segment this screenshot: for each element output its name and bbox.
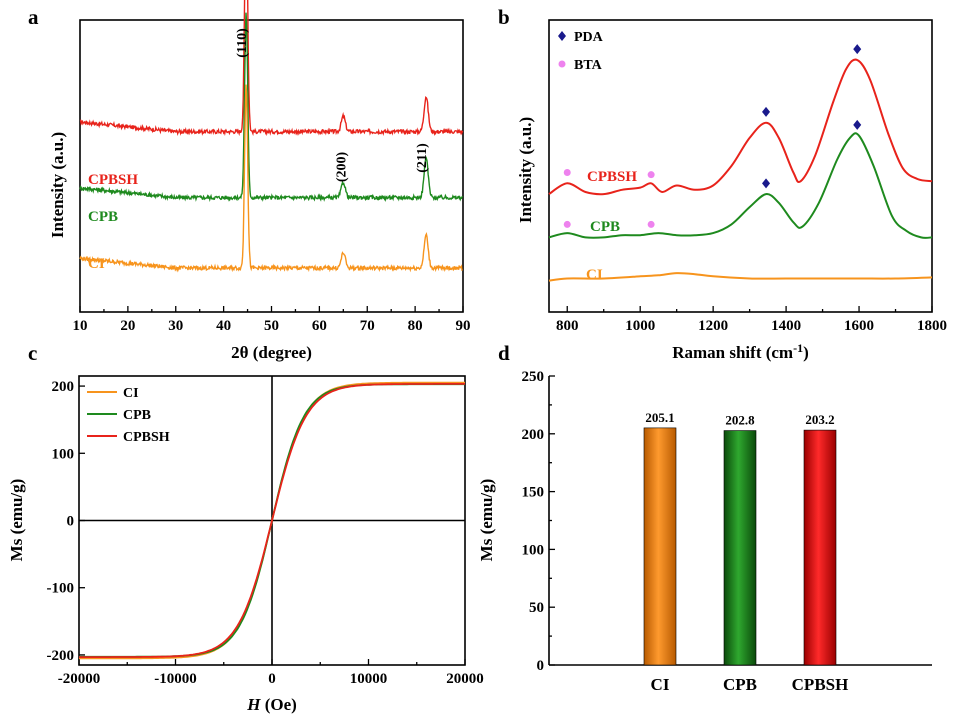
panel-c-xtick-label: -10000 — [154, 671, 197, 687]
panel-a-series-label: CI — [88, 256, 105, 272]
panel-b-xtick-label: 800 — [556, 318, 579, 334]
panel-b-line-cpbsh — [548, 58, 933, 196]
panel-b-legend-pda-icon — [558, 31, 566, 41]
panel-d: d 0 50 100 150 200 250 Ms (emu/g) 205.1 CI 202.8 CP… — [477, 341, 932, 694]
panel-c-ytick-label: 100 — [52, 446, 75, 462]
panel-c-ytick-label: 200 — [52, 379, 75, 395]
panel-d-bar-cpbsh — [803, 429, 837, 666]
panel-c-label: c — [28, 341, 37, 365]
panel-d-bar-cpb — [723, 430, 757, 666]
panel-b-bta-marker — [563, 220, 571, 228]
panel-c-legend-label: CI — [123, 386, 139, 401]
panel-b-xtick-label: 1200 — [698, 318, 728, 334]
panel-a-xtick-label: 40 — [216, 318, 231, 334]
panel-a-peak-label: (110) — [235, 28, 250, 58]
panel-d-ytick-label: 150 — [522, 485, 545, 501]
panel-a-series-label: CPBSH — [88, 172, 138, 188]
panel-c: c -20000 -10000 0 10000 20000 -200 -100 0 100 200 H… — [7, 341, 484, 714]
panel-a-peak-label: (211) — [415, 143, 430, 173]
panel-b-pda-marker — [762, 106, 771, 117]
panel-a-peak-label: (200) — [334, 152, 349, 183]
panel-b-label: b — [498, 5, 510, 29]
panel-d-category-label: CI — [651, 675, 670, 694]
panel-b-line-cpb — [548, 132, 933, 239]
panel-b-pda-marker — [853, 44, 862, 55]
panel-b-legend-bta: BTA — [574, 58, 603, 73]
panel-b-xtick-label: 1000 — [625, 318, 655, 334]
panel-c-ytick-label: -200 — [47, 648, 75, 664]
panel-a: a 10 20 30 40 50 60 70 80 90 2θ (degree) Intensity … — [28, 0, 471, 362]
panel-d-ytick-label: 0 — [537, 658, 545, 674]
panel-b-xtick-label: 1400 — [771, 318, 801, 334]
panel-a-xtick-label: 10 — [73, 318, 88, 334]
panel-a-xtick-label: 70 — [360, 318, 375, 334]
panel-a-line-cpb — [79, 12, 464, 203]
panel-c-legend-label: CPB — [123, 408, 151, 423]
panel-b-legend-pda: PDA — [574, 30, 604, 45]
panel-c-xtick-label: 20000 — [446, 671, 484, 687]
panel-b-pda-marker — [762, 178, 771, 189]
panel-a-xtick-label: 60 — [312, 318, 327, 334]
panel-c-ytick-label: 0 — [67, 514, 75, 530]
panel-d-bar-ci — [643, 427, 677, 666]
panel-c-ytick-label: -100 — [47, 581, 75, 597]
panel-d-ytick-label: 50 — [529, 600, 544, 616]
panel-a-xtick-label: 30 — [168, 318, 183, 334]
panel-b-frame — [548, 19, 933, 313]
panel-b-legend-bta-icon — [558, 60, 566, 68]
panel-c-xlabel: H (Oe) — [246, 695, 297, 714]
panel-a-label: a — [28, 5, 39, 29]
panel-d-ylabel: Ms (emu/g) — [477, 479, 496, 562]
panel-d-value-label: 203.2 — [805, 412, 834, 427]
panel-d-category-label: CPBSH — [792, 675, 849, 694]
panel-b-line-ci — [548, 272, 933, 282]
panel-a-series-label: CPB — [88, 209, 118, 225]
panel-a-xlabel: 2θ (degree) — [231, 343, 312, 362]
panel-b-series-label: CPB — [590, 219, 620, 235]
panel-a-xtick-label: 80 — [408, 318, 423, 334]
panel-a-xtick-label: 20 — [120, 318, 135, 334]
panel-d-category-label: CPB — [723, 675, 757, 694]
panel-d-ytick-label: 250 — [522, 369, 545, 385]
panel-c-ylabel: Ms (emu/g) — [7, 479, 26, 562]
panel-d-label: d — [498, 341, 510, 365]
panel-c-xtick-label: 10000 — [350, 671, 388, 687]
panel-b-xlabel: Raman shift (cm-1) — [672, 341, 809, 362]
panel-d-ytick-label: 200 — [522, 427, 545, 443]
panel-a-xtick-label: 50 — [264, 318, 279, 334]
panel-b-ylabel: Intensity (a.u.) — [516, 117, 535, 223]
panel-b-bta-marker — [563, 169, 571, 176]
panel-c-xtick-label: -20000 — [58, 671, 101, 687]
panel-a-line-ci — [79, 84, 463, 273]
panel-b-bta-marker — [647, 171, 655, 179]
panel-b-xtick-label: 1800 — [917, 318, 947, 334]
panel-b-series-label: CPBSH — [587, 169, 637, 185]
panel-a-line-cpbsh — [79, 0, 464, 137]
panel-c-legend-label: CPBSH — [123, 430, 170, 445]
panel-b-xtick-label: 1600 — [844, 318, 874, 334]
panel-b-bta-marker — [647, 220, 655, 228]
panel-a-xtick-label: 90 — [456, 318, 471, 334]
panel-d-value-label: 205.1 — [645, 410, 674, 425]
panel-b-series-label: CI — [586, 267, 603, 283]
panel-c-curve-cpbsh — [79, 383, 465, 658]
panel-d-value-label: 202.8 — [725, 413, 755, 428]
panel-b-pda-marker — [853, 119, 862, 130]
panel-c-xtick-label: 0 — [268, 671, 276, 687]
panel-b: b 800 1000 1200 1400 1600 1800 Raman shift (cm-… — [498, 5, 947, 362]
panel-d-ytick-label: 100 — [522, 542, 545, 558]
panel-a-ylabel: Intensity (a.u.) — [48, 132, 67, 238]
